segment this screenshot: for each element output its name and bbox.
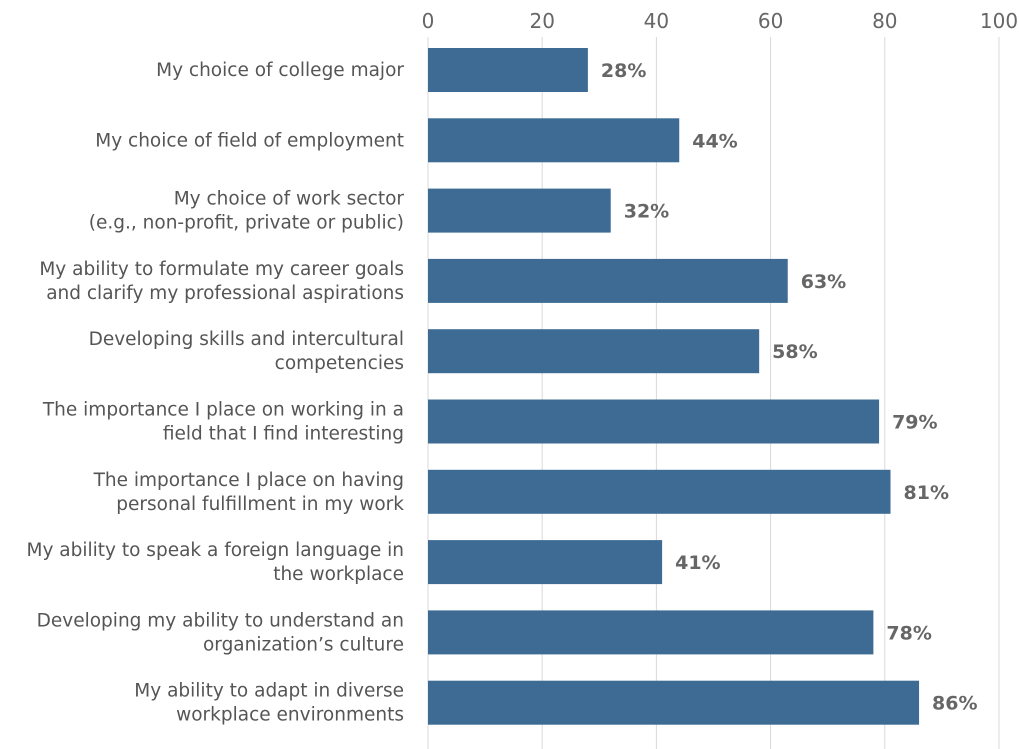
x-axis-ticks: 0 20 40 60 80 100 [422, 9, 1018, 33]
category-label: My choice of field of employment [95, 130, 404, 151]
value-label: 44% [692, 130, 737, 152]
bar-layer [428, 48, 920, 725]
value-labels: 28% 44% 32% 63% 58% 79% 81% 41% 78% 86% [601, 60, 978, 715]
category-label: The importance I place on having [93, 470, 404, 491]
value-label: 41% [675, 552, 720, 574]
category-label: My ability to adapt in diverse [134, 681, 404, 702]
bar [428, 258, 788, 303]
bar [428, 399, 880, 444]
category-label: My ability to speak a foreign language i… [26, 540, 404, 561]
category-label: organization’s culture [203, 634, 404, 655]
bar [428, 540, 663, 585]
category-labels: My choice of college major My choice of f… [26, 60, 404, 726]
value-label: 78% [886, 622, 931, 644]
x-tick-label: 100 [980, 9, 1018, 33]
value-label: 86% [932, 693, 977, 715]
category-label: (e.g., non-profit, private or public) [89, 213, 404, 234]
value-label: 81% [904, 482, 949, 504]
bar [428, 469, 891, 514]
category-label: Developing skills and intercultural [89, 329, 404, 350]
value-label: 32% [624, 201, 669, 223]
value-label: 79% [892, 412, 937, 434]
category-label: and clarify my professional aspirations [46, 283, 404, 304]
x-tick-label: 60 [758, 9, 783, 33]
value-label: 28% [601, 60, 646, 82]
category-label: competencies [275, 353, 404, 374]
x-tick-label: 40 [644, 9, 669, 33]
bar [428, 329, 760, 374]
value-label: 63% [801, 271, 846, 293]
category-label: personal fulfillment in my work [116, 494, 404, 515]
x-tick-label: 0 [422, 9, 435, 33]
category-label: My choice of work sector [174, 189, 405, 210]
category-label: workplace environments [176, 705, 404, 726]
bar [428, 188, 611, 233]
bar [428, 48, 588, 92]
category-label: My choice of college major [156, 60, 404, 81]
category-label: My ability to formulate my career goals [39, 259, 404, 280]
bar [428, 118, 680, 163]
bar [428, 680, 920, 725]
x-tick-label: 20 [529, 9, 554, 33]
value-label: 58% [772, 341, 817, 363]
category-label: The importance I place on working in a [42, 400, 404, 421]
x-tick-label: 80 [872, 9, 897, 33]
category-label: field that I find interesting [163, 424, 404, 445]
category-label: the workplace [273, 564, 404, 585]
category-label: Developing my ability to understand an [37, 610, 404, 631]
bar [428, 610, 874, 655]
